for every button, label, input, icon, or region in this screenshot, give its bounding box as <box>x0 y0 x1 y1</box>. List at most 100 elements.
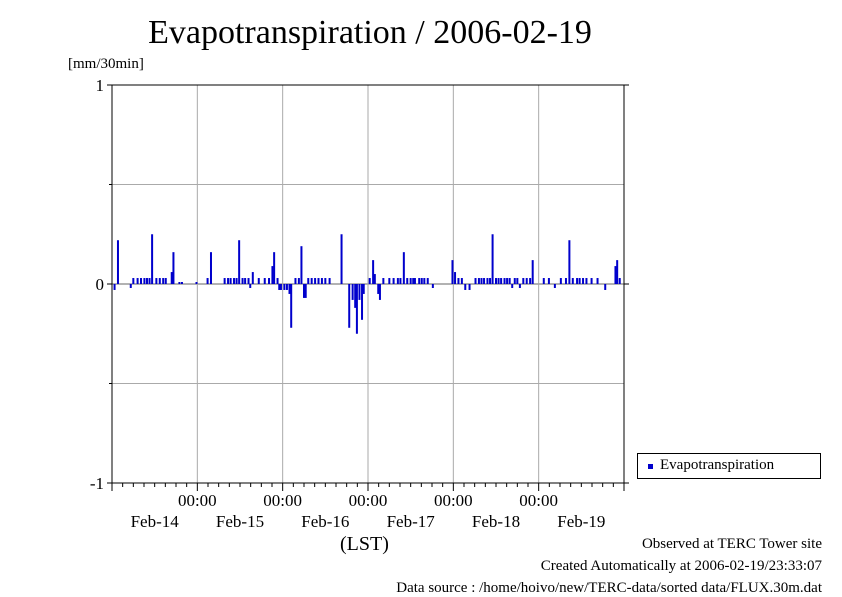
data-bar <box>495 278 497 284</box>
data-bar <box>132 278 135 284</box>
data-bar <box>307 278 310 284</box>
data-bar <box>290 284 293 328</box>
data-bar <box>278 284 281 290</box>
data-bar <box>151 234 154 284</box>
data-bar <box>500 278 503 284</box>
data-bar <box>285 284 288 290</box>
data-bar <box>578 278 581 284</box>
data-bar <box>328 278 331 284</box>
x-time-label: 00:00 <box>434 491 473 510</box>
x-time-label: 00:00 <box>519 491 558 510</box>
data-bar <box>503 278 506 284</box>
data-bar <box>195 282 198 284</box>
data-bar <box>460 278 463 284</box>
data-bar <box>178 282 181 284</box>
data-bar <box>508 278 511 284</box>
data-bar <box>547 278 550 284</box>
data-bar <box>206 278 209 284</box>
data-bar <box>418 278 421 284</box>
data-bar <box>358 284 361 300</box>
data-bar <box>406 278 409 284</box>
data-bar <box>368 278 371 284</box>
x-date-label: Feb-15 <box>216 512 264 531</box>
data-bar <box>348 284 351 328</box>
data-bar <box>180 282 183 284</box>
data-bar <box>136 278 139 284</box>
data-bar <box>516 278 519 284</box>
data-bar <box>372 260 375 284</box>
data-bar <box>303 284 305 298</box>
bar-series <box>113 234 621 334</box>
data-bar <box>300 246 303 284</box>
data-bar <box>489 278 492 284</box>
data-bar <box>614 266 617 284</box>
data-bar <box>464 284 467 290</box>
data-bar <box>426 278 429 284</box>
data-bar <box>585 278 588 284</box>
data-bar <box>268 278 271 284</box>
y-tick-label: -1 <box>90 474 104 493</box>
data-bar <box>529 278 532 284</box>
data-bar <box>235 278 238 284</box>
data-bar <box>271 266 274 284</box>
data-bar <box>377 284 380 294</box>
data-bar <box>431 284 434 288</box>
data-bar <box>564 278 567 284</box>
y-axis-unit-label: [mm/30min] <box>68 56 144 72</box>
data-bar <box>474 278 477 284</box>
y-tick-label: 1 <box>96 76 105 95</box>
data-bar <box>233 278 236 284</box>
data-bar <box>388 278 391 284</box>
data-bar <box>113 284 116 290</box>
data-bar <box>288 284 291 294</box>
data-bar <box>247 278 250 284</box>
chart-title: Evapotranspiration / 2006-02-19 <box>148 14 592 51</box>
data-bar <box>251 272 254 284</box>
data-bar <box>531 260 534 284</box>
x-date-label: Feb-18 <box>472 512 520 531</box>
data-bar <box>140 278 143 284</box>
data-bar <box>373 274 376 284</box>
data-bar <box>209 252 212 284</box>
x-time-label: 00:00 <box>263 491 302 510</box>
legend-swatch <box>648 464 653 469</box>
legend: Evapotranspiration <box>637 453 821 479</box>
data-bar <box>423 278 426 284</box>
data-bar <box>143 278 146 284</box>
data-bar <box>244 278 247 284</box>
data-bar <box>412 278 415 284</box>
x-date-label: Feb-16 <box>301 512 349 531</box>
data-bar <box>263 278 266 284</box>
data-bar <box>525 278 528 284</box>
data-bar <box>571 278 574 284</box>
data-bar <box>297 278 300 284</box>
data-bar <box>454 272 457 284</box>
data-bar <box>480 278 483 284</box>
data-bar <box>616 260 619 284</box>
observed-note: Observed at TERC Tower site <box>641 536 822 552</box>
axis-labels: 1 0 -1 00:00 00:00 00:00 00:00 00:00 Feb-14 Feb-1… <box>90 76 606 531</box>
data-bar <box>491 234 494 284</box>
y-tick-label: 0 <box>96 275 105 294</box>
data-bar <box>413 278 416 284</box>
data-bar <box>324 278 327 284</box>
data-bar <box>162 278 165 284</box>
data-bar <box>273 252 276 284</box>
data-bar <box>399 278 402 284</box>
data-source-note: Data source : /home/hoivo/new/TERC-data/… <box>396 580 822 596</box>
data-bar <box>576 278 579 284</box>
data-bar <box>568 240 571 284</box>
data-bar <box>378 284 381 300</box>
data-bar <box>361 284 364 320</box>
data-bar <box>362 284 365 294</box>
axis-ticks <box>107 84 629 491</box>
data-bar <box>129 284 132 288</box>
data-bar <box>553 284 556 288</box>
data-bar <box>172 252 175 284</box>
data-bar <box>497 278 500 284</box>
data-bar <box>420 278 423 284</box>
data-bar <box>294 278 297 284</box>
x-date-label: Feb-14 <box>131 512 180 531</box>
data-bar <box>396 278 399 284</box>
